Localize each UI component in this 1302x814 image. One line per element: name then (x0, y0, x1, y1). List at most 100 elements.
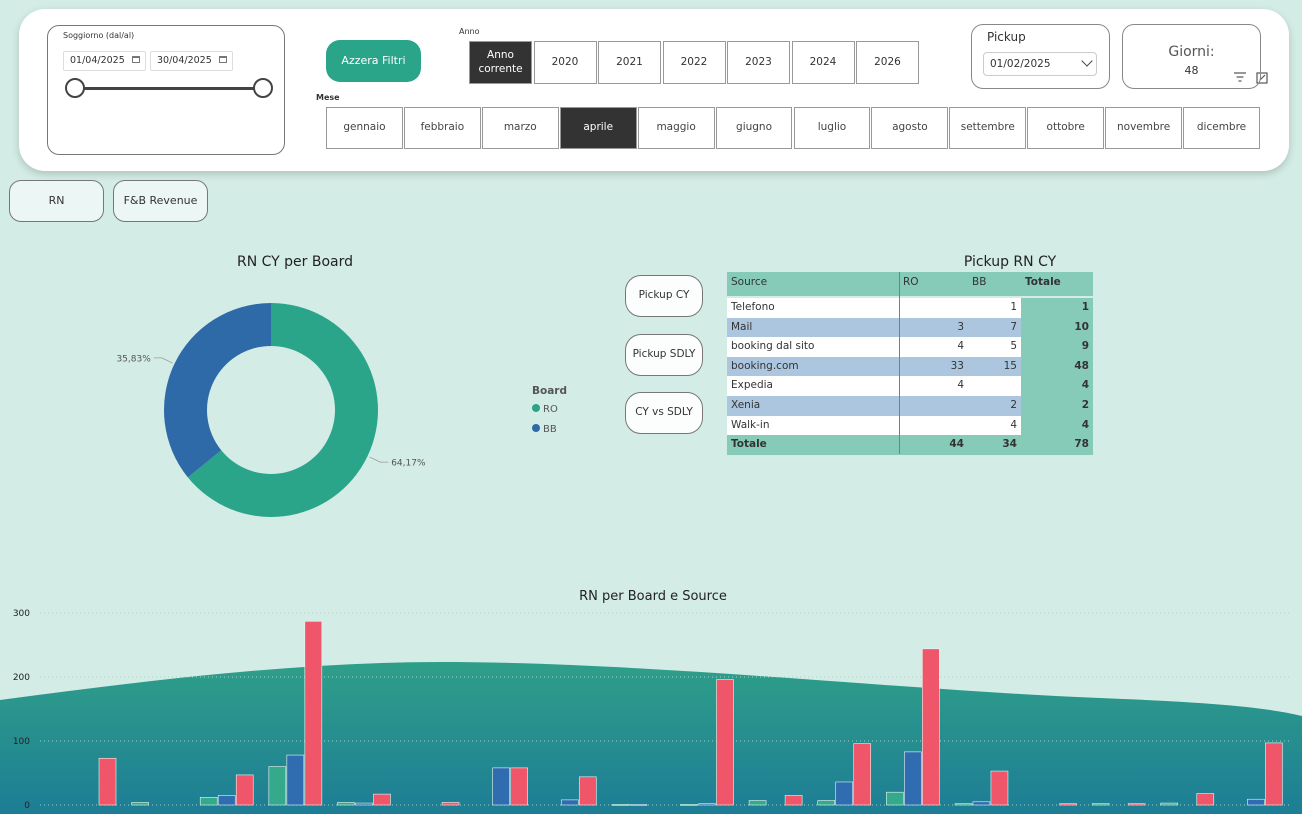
days-card (1122, 24, 1261, 89)
bar (817, 800, 836, 806)
table-cell-number: 1 (968, 298, 1021, 318)
bar (990, 770, 1009, 806)
table-cell-source: Expedia (727, 376, 899, 396)
bar (1160, 802, 1179, 806)
pickup-button[interactable]: Pickup CY (625, 275, 703, 317)
bar (1127, 803, 1146, 806)
donut-slice (164, 303, 271, 478)
bar (784, 795, 803, 806)
legend-title: Board (532, 385, 567, 397)
table-cell-number: 78 (1021, 435, 1093, 455)
table-header: Totale (1021, 272, 1093, 296)
table-cell-number: 4 (899, 376, 968, 396)
slider-handle[interactable] (253, 78, 273, 98)
table-cell-source: Xenia (727, 396, 899, 416)
bar (235, 774, 254, 806)
month-option[interactable]: ottobre (1027, 107, 1105, 149)
data-label: 35,83% (116, 354, 151, 364)
table-cell-source: booking.com (727, 356, 899, 377)
background-wave (0, 662, 1302, 814)
table-cell-number: 5 (968, 337, 1021, 357)
year-option[interactable]: Anno corrente (469, 41, 532, 84)
date-input[interactable]: 30/04/2025 (150, 51, 233, 71)
month-option[interactable]: giugno (715, 107, 793, 149)
bar (680, 804, 698, 806)
month-option[interactable]: gennaio (326, 107, 403, 149)
slider-handle[interactable] (65, 78, 85, 98)
bar (1265, 742, 1283, 806)
bar (510, 767, 528, 806)
y-tick-label: 100 (13, 737, 30, 747)
month-option[interactable]: settembre (949, 107, 1027, 149)
calendar-icon (132, 56, 140, 63)
month-option[interactable]: maggio (637, 107, 715, 149)
table-cell-number: 2 (1021, 396, 1093, 416)
bar (373, 793, 391, 806)
bar (1196, 793, 1215, 806)
legend-label: RO (543, 404, 558, 415)
bar (492, 767, 510, 806)
table-cell-number: 4 (1021, 376, 1093, 396)
bar (355, 802, 373, 806)
pickup-button[interactable]: CY vs SDLY (625, 392, 703, 434)
pickup-button[interactable]: Pickup SDLY (625, 333, 703, 376)
legend-marker (532, 424, 540, 432)
year-option[interactable]: 2022 (662, 41, 726, 84)
table-cell-number: 9 (1021, 337, 1093, 357)
table-cell-number (899, 298, 968, 318)
month-label: Mese (316, 93, 340, 102)
bar (886, 791, 904, 806)
y-tick-label: 300 (13, 609, 30, 619)
bar (217, 795, 236, 806)
bar (748, 800, 767, 806)
bar (698, 803, 716, 806)
y-tick-label: 0 (24, 801, 30, 811)
month-option[interactable]: febbraio (403, 107, 481, 149)
reset-button[interactable]: Azzera Filtri (326, 40, 421, 82)
month-option[interactable]: aprile (559, 107, 637, 149)
days-value: 48 (1184, 64, 1199, 77)
year-option[interactable]: 2024 (791, 41, 855, 84)
tab-button[interactable]: F&B Revenue (113, 180, 208, 222)
table-cell-number: 3 (899, 317, 968, 338)
bar (922, 648, 940, 806)
month-option[interactable]: novembre (1105, 107, 1183, 149)
legend-label: BB (543, 424, 557, 435)
year-option[interactable]: 2020 (533, 41, 597, 84)
table-cell-number: 2 (968, 396, 1021, 416)
tab-button[interactable]: RN (9, 180, 104, 222)
month-option[interactable]: luglio (793, 107, 871, 149)
table-cell-number: 10 (1021, 317, 1093, 338)
table-cell-number (899, 396, 968, 416)
table-cell-source: Walk-in (727, 415, 899, 436)
bar (972, 801, 991, 806)
month-option[interactable]: dicembre (1183, 107, 1260, 149)
table-cell-source: Totale (727, 435, 899, 455)
year-option[interactable]: 2026 (856, 41, 919, 84)
bar (904, 751, 922, 806)
table-cell-number: 48 (1021, 356, 1093, 377)
leader-line (369, 456, 389, 463)
slider-track (75, 87, 263, 90)
year-option[interactable]: 2021 (598, 41, 661, 84)
date-input[interactable]: 01/04/2025 (63, 51, 146, 71)
bar (1247, 798, 1265, 806)
bar (1059, 803, 1077, 806)
table-cell-number: 7 (968, 317, 1021, 338)
table-cell-number: 4 (1021, 415, 1093, 436)
year-option[interactable]: 2023 (727, 41, 790, 84)
month-option[interactable]: marzo (481, 107, 559, 149)
month-option[interactable]: agosto (871, 107, 949, 149)
table-header: Source (727, 272, 899, 296)
table-cell-number: 34 (968, 435, 1021, 455)
table-cell-number: 33 (899, 356, 968, 377)
table-cell-number (899, 415, 968, 436)
table-cell-source: Telefono (727, 298, 899, 318)
table-cell-number: 44 (899, 435, 968, 455)
bar (337, 802, 355, 806)
year-label: Anno (459, 27, 480, 36)
table-cell-source: booking dal sito (727, 337, 899, 357)
table-header: RO (899, 272, 968, 296)
pickup-dropdown[interactable]: 01/02/2025 (983, 52, 1097, 76)
